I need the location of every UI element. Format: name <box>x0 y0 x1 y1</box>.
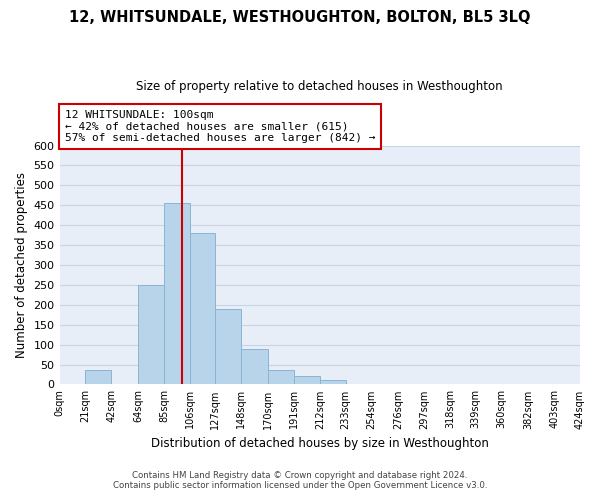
Bar <box>215 309 241 384</box>
Bar <box>294 376 320 384</box>
Bar <box>190 233 215 384</box>
Text: 12 WHITSUNDALE: 100sqm
← 42% of detached houses are smaller (615)
57% of semi-de: 12 WHITSUNDALE: 100sqm ← 42% of detached… <box>65 110 375 143</box>
Bar <box>138 285 164 384</box>
Title: Size of property relative to detached houses in Westhoughton: Size of property relative to detached ho… <box>136 80 503 93</box>
Text: 12, WHITSUNDALE, WESTHOUGHTON, BOLTON, BL5 3LQ: 12, WHITSUNDALE, WESTHOUGHTON, BOLTON, B… <box>69 10 531 25</box>
Bar <box>85 370 111 384</box>
Text: Contains HM Land Registry data © Crown copyright and database right 2024.
Contai: Contains HM Land Registry data © Crown c… <box>113 470 487 490</box>
Bar <box>320 380 346 384</box>
Y-axis label: Number of detached properties: Number of detached properties <box>15 172 28 358</box>
Bar <box>268 370 294 384</box>
Bar <box>241 348 268 384</box>
X-axis label: Distribution of detached houses by size in Westhoughton: Distribution of detached houses by size … <box>151 437 489 450</box>
Bar <box>164 204 190 384</box>
